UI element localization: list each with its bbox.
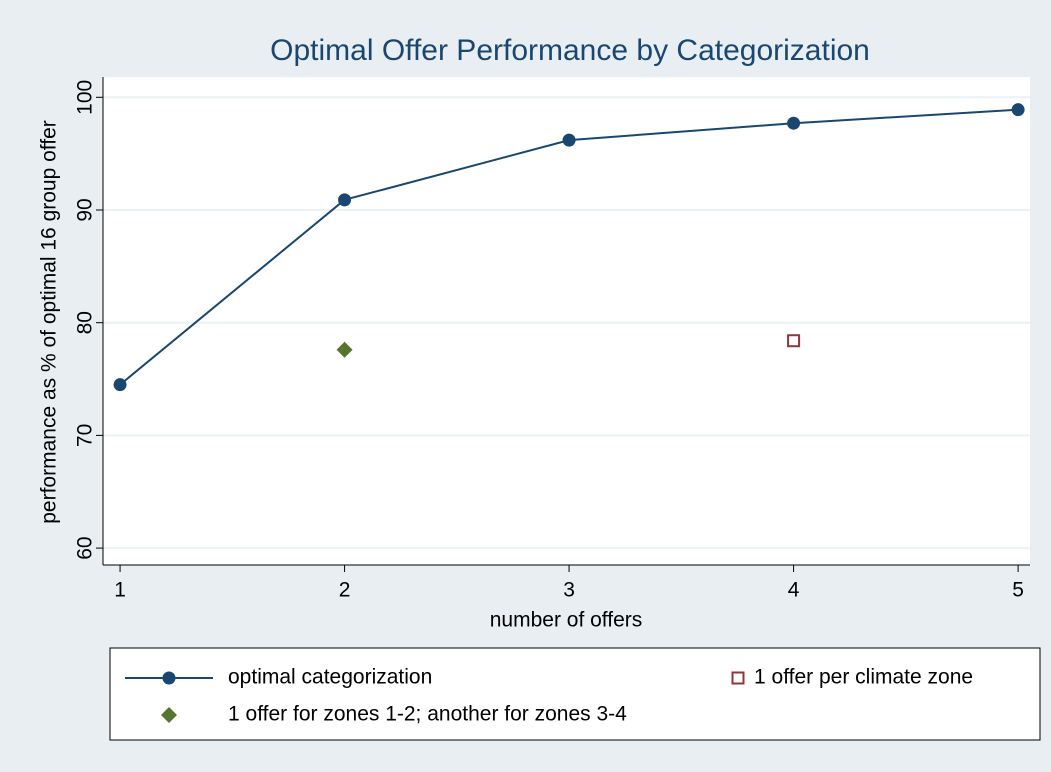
legend-marker [731,671,745,685]
x-tick-label: 3 [563,579,575,602]
x-tick-label: 1 [114,579,126,602]
data-point [787,334,801,348]
legend-marker [161,707,177,723]
x-tick-label: 2 [339,579,351,602]
data-point [336,341,353,358]
data-point [113,378,127,392]
data-point [1011,103,1025,117]
legend-box [109,647,1041,741]
data-point [787,116,801,130]
plot-area [103,77,1030,565]
x-axis-label: number of offers [490,609,643,632]
y-axis-label: performance as % of optimal 16 group off… [38,120,61,524]
y-tick-label: 100 [74,80,97,115]
x-tick-label: 4 [788,579,800,602]
legend-label: optimal categorization [228,666,432,689]
x-tick-label: 5 [1012,579,1024,602]
data-point [562,133,576,147]
data-point [338,193,352,207]
y-tick-label: 60 [74,536,97,559]
y-tick-label: 70 [74,424,97,447]
chart-title: Optimal Offer Performance by Categorizat… [270,34,870,67]
legend-marker [162,671,176,685]
y-tick-label: 90 [74,198,97,221]
y-tick-label: 80 [74,311,97,334]
legend-label: 1 offer for zones 1-2; another for zones… [228,703,627,726]
legend-label: 1 offer per climate zone [754,666,973,689]
